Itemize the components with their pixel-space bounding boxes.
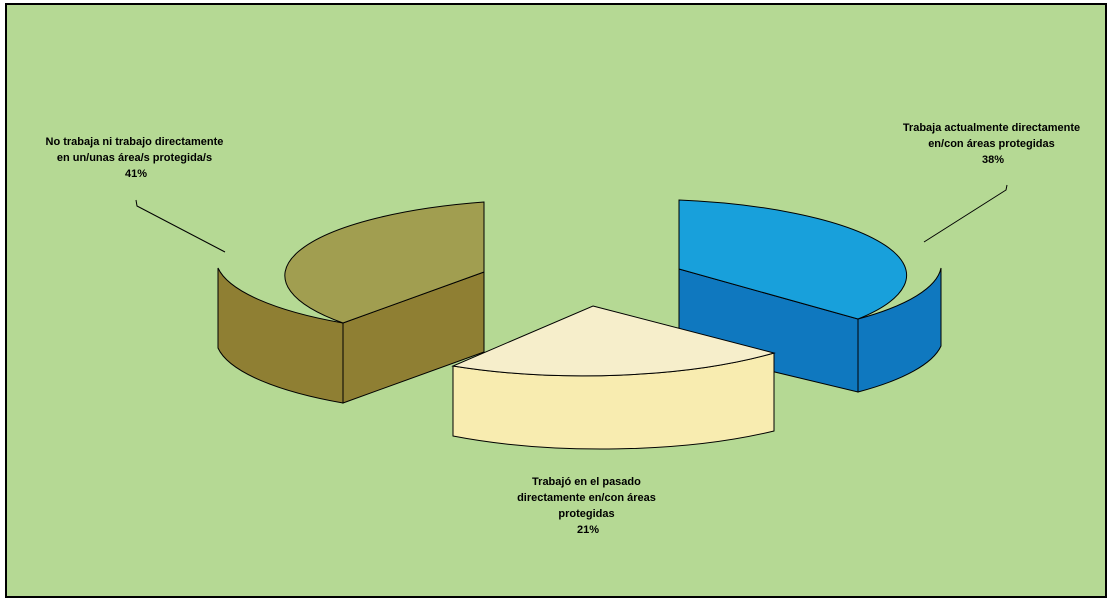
- data-label-value: 38%: [982, 154, 1004, 166]
- data-label-41: No trabaja ni trabajo directamente en un…: [46, 136, 227, 180]
- pie-slice-top: [284, 201, 485, 324]
- pie-slice-group-38: [678, 199, 942, 393]
- pie-slice-top: [678, 199, 908, 320]
- data-label-line: protegidas: [558, 508, 614, 520]
- leader-line-38: [923, 184, 1008, 243]
- pie-slice-side: [857, 267, 942, 393]
- chart-frame: [5, 3, 1107, 598]
- data-label-line: en un/unas área/s protegida/s: [57, 152, 212, 164]
- data-label-value: 41%: [125, 168, 147, 180]
- data-label-value: 21%: [577, 524, 599, 536]
- data-label-line: Trabajó en el pasado: [532, 476, 641, 488]
- pie-slice-group-41: [217, 201, 485, 404]
- pie-slice-top: [451, 305, 776, 377]
- data-label-line: en/con áreas protegidas: [928, 138, 1055, 150]
- data-label-line: Trabaja actualmente directamente: [903, 122, 1080, 134]
- data-label-line: No trabaja ni trabajo directamente: [46, 136, 224, 148]
- data-label-21: Trabajó en el pasado directamente en/con…: [517, 476, 659, 536]
- pie-slice-group-21: [451, 305, 776, 450]
- data-label-38: Trabaja actualmente directamente en/con …: [903, 122, 1083, 166]
- data-label-line: directamente en/con áreas: [517, 492, 656, 504]
- leader-line-41: [135, 199, 226, 253]
